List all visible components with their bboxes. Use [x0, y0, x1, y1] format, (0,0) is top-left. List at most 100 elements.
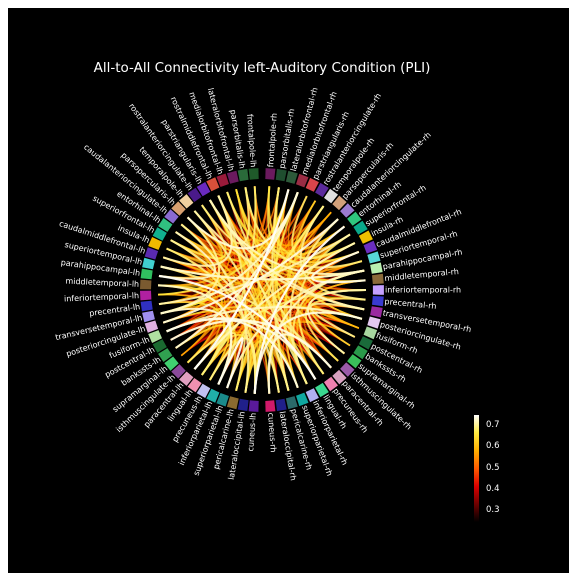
connection-link [158, 231, 217, 280]
node-wedge [296, 392, 309, 407]
node-wedge [148, 330, 162, 343]
node-wedge [144, 320, 159, 333]
node-wedge [285, 170, 298, 184]
node-wedge [372, 296, 384, 307]
node-wedge [347, 354, 362, 369]
node-wedge [237, 398, 249, 412]
node-wedge [144, 247, 159, 260]
node-wedge [237, 168, 249, 182]
node-wedge [285, 396, 298, 410]
node-wedge [370, 262, 383, 274]
node-wedge [347, 211, 362, 226]
node-label: cuneus-lh [246, 412, 258, 451]
connection-link [166, 318, 299, 389]
colorbar-tick-label: 0.5 [486, 462, 500, 473]
node-wedge [315, 182, 329, 198]
node-label: cuneus-rh [266, 412, 278, 452]
connection-link [193, 210, 290, 391]
connection-link [193, 189, 290, 370]
node-wedge [206, 388, 220, 403]
node-wedge [216, 393, 229, 407]
node-wedge [363, 240, 378, 254]
connection-link [253, 225, 346, 394]
connectivity-figure: All-to-All Connectivity left-Auditory Co… [8, 8, 569, 573]
colorbar-tick-label: 0.7 [486, 419, 500, 430]
node-wedge [367, 251, 381, 264]
node-wedge [140, 290, 152, 301]
node-label: inferiortemporal-lh [64, 291, 139, 303]
node-label: middletemporal-rh [384, 267, 459, 283]
connection-link [170, 204, 227, 260]
connection-link [170, 319, 332, 369]
node-wedge [196, 182, 211, 197]
connectivity-circle: frontalpole-rhparsorbitalis-rhlateralorb… [54, 86, 479, 522]
node-wedge [187, 187, 202, 202]
node-wedge [164, 209, 179, 224]
connection-link [186, 191, 299, 250]
connection-link [217, 195, 308, 385]
node-wedge [171, 364, 186, 379]
node-wedge [216, 173, 229, 187]
node-wedge [315, 382, 329, 398]
node-wedge [372, 285, 384, 295]
node-wedge [152, 339, 167, 353]
colorbar-tick-label: 0.4 [486, 483, 500, 494]
node-wedge [372, 273, 384, 284]
connection-link [296, 279, 366, 380]
node-wedge [196, 383, 211, 398]
node-wedge [226, 396, 239, 410]
node-wedge [332, 195, 347, 211]
connection-link [158, 260, 363, 287]
node-label: inferiortemporal-rh [385, 286, 461, 295]
connection-link [309, 302, 365, 338]
connection-link [217, 337, 244, 389]
node-wedge [148, 237, 162, 250]
connection-link [162, 218, 339, 324]
node-label: frontalpole-lh [245, 114, 258, 168]
node-wedge [367, 316, 381, 329]
node-wedge [179, 194, 194, 209]
node-label: middletemporal-lh [65, 277, 139, 289]
node-wedge [140, 279, 152, 290]
node-wedge [158, 348, 173, 362]
connection-link [297, 233, 351, 375]
node-wedge [164, 356, 179, 371]
connection-link [311, 250, 366, 284]
node-wedge [142, 257, 155, 270]
node-wedge [340, 362, 355, 377]
node-wedge [248, 168, 259, 180]
node-wedge [187, 378, 202, 393]
node-wedge [324, 188, 338, 204]
node-wedge [226, 170, 239, 184]
connection-link [193, 242, 356, 370]
connection-link [226, 191, 325, 375]
connection-link [158, 274, 317, 380]
node-wedge [305, 388, 319, 403]
connection-link [180, 223, 250, 393]
colorbar [474, 415, 479, 522]
node-wedge [265, 168, 276, 180]
connection-link [160, 265, 365, 281]
node-wedge [353, 220, 368, 235]
node-wedge [152, 227, 167, 241]
node-wedge [358, 336, 373, 350]
connection-link [235, 189, 280, 393]
connection-link [170, 239, 280, 393]
node-wedge [353, 345, 368, 360]
node-wedge [142, 310, 155, 323]
node-wedge [340, 203, 355, 218]
node-wedge [248, 400, 259, 412]
figure-title: All-to-All Connectivity left-Auditory Co… [93, 60, 431, 76]
colorbar-tick-label: 0.3 [486, 505, 500, 516]
node-wedge [140, 300, 153, 312]
connection-link [289, 218, 339, 385]
node-wedge [179, 371, 194, 386]
connection-link [271, 187, 290, 391]
connection-link [244, 187, 363, 269]
node-wedge [275, 398, 287, 412]
node-wedge [140, 268, 153, 280]
node-wedge [332, 369, 347, 385]
connection-links [158, 186, 367, 394]
node-label: frontalpole-rh [266, 113, 279, 168]
node-ring [140, 168, 384, 412]
